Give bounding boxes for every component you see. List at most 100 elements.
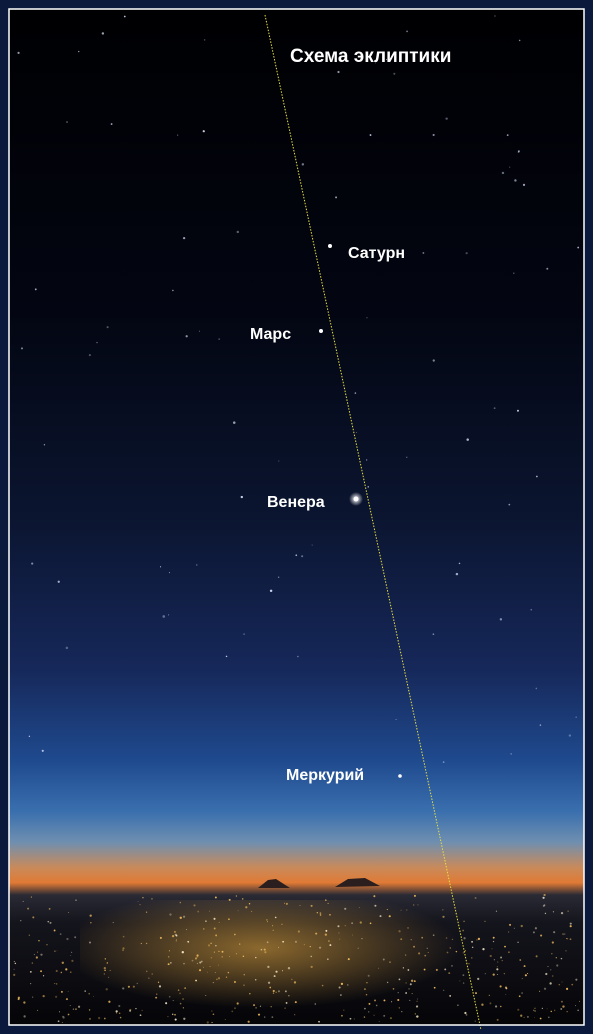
light-dot (348, 958, 350, 960)
light-dot (15, 963, 17, 965)
light-dot (477, 978, 479, 980)
light-dot (401, 910, 402, 911)
light-dot (215, 972, 216, 973)
light-dot (288, 995, 289, 996)
light-dot (55, 996, 57, 998)
light-dot (215, 945, 217, 947)
light-dot (90, 915, 92, 917)
light-dot (78, 1006, 80, 1008)
light-dot (445, 117, 447, 119)
light-dot (106, 988, 108, 990)
light-dot (507, 134, 509, 136)
light-dot (312, 545, 313, 546)
light-dot (325, 930, 327, 932)
light-dot (180, 902, 182, 904)
light-dot (236, 953, 237, 954)
light-dot (366, 459, 367, 460)
light-dot (566, 938, 567, 939)
light-dot (536, 955, 538, 957)
light-dot (75, 1008, 77, 1010)
light-dot (553, 931, 555, 933)
light-dot (318, 1021, 320, 1023)
light-dot (281, 924, 282, 925)
light-dot (514, 928, 515, 929)
light-dot (322, 985, 324, 987)
light-dot (218, 951, 219, 952)
light-dot (327, 958, 328, 959)
light-dot (180, 917, 182, 919)
light-dot (168, 956, 169, 957)
light-dot (471, 957, 472, 958)
light-dot (315, 1003, 317, 1005)
light-dot (216, 979, 217, 980)
light-dot (46, 944, 47, 945)
light-dot (34, 954, 35, 955)
light-dot (241, 496, 243, 498)
light-dot (184, 987, 185, 988)
light-dot (493, 941, 494, 942)
light-dot (196, 954, 198, 956)
light-dot (579, 1001, 580, 1002)
light-dot (383, 999, 385, 1001)
light-dot (405, 992, 407, 994)
light-dot (295, 554, 297, 556)
light-dot (553, 911, 554, 912)
light-dot (459, 563, 461, 565)
light-dot (146, 971, 147, 972)
light-dot (517, 1009, 519, 1011)
light-dot (239, 943, 240, 944)
light-dot (341, 983, 343, 985)
light-dot (413, 904, 414, 905)
light-dot (176, 940, 177, 941)
light-dot (179, 993, 181, 995)
light-dot (275, 971, 277, 973)
light-dot (234, 1007, 236, 1009)
light-dot (37, 1010, 38, 1011)
light-dot (468, 963, 469, 964)
light-dot (366, 982, 367, 983)
light-dot (443, 990, 444, 991)
light-dot (267, 921, 268, 922)
light-dot (54, 983, 55, 984)
light-dot (493, 937, 495, 939)
light-dot (285, 990, 287, 992)
light-dot (228, 918, 230, 920)
light-dot (463, 982, 464, 983)
light-dot (211, 1010, 212, 1011)
light-dot (561, 958, 562, 959)
light-dot (270, 590, 272, 592)
planet-dot (354, 497, 359, 502)
light-dot (59, 1011, 60, 1012)
light-dot (485, 973, 486, 974)
light-dot (255, 1007, 257, 1009)
light-dot (406, 909, 407, 910)
light-dot (414, 895, 416, 897)
light-dot (66, 998, 68, 1000)
light-dot (213, 918, 215, 920)
sky (9, 9, 584, 1025)
light-dot (540, 1018, 542, 1020)
light-dot (210, 966, 211, 967)
light-dot (500, 1006, 501, 1007)
light-dot (271, 1006, 272, 1007)
light-dot (493, 974, 495, 976)
light-dot (462, 930, 464, 932)
light-dot (135, 1008, 136, 1009)
light-dot (104, 970, 105, 971)
light-dot (272, 925, 273, 926)
light-dot (260, 1006, 261, 1007)
light-dot (54, 950, 56, 952)
light-dot (148, 978, 149, 979)
light-dot (472, 947, 473, 948)
light-dot (489, 1002, 491, 1004)
light-dot (406, 457, 407, 458)
light-dot (183, 1018, 185, 1020)
light-dot (169, 996, 171, 998)
light-dot (273, 930, 274, 931)
light-dot (577, 247, 579, 249)
light-dot (410, 983, 412, 985)
light-dot (446, 937, 448, 939)
light-dot (116, 1012, 117, 1013)
light-dot (20, 920, 21, 921)
light-dot (108, 977, 109, 978)
